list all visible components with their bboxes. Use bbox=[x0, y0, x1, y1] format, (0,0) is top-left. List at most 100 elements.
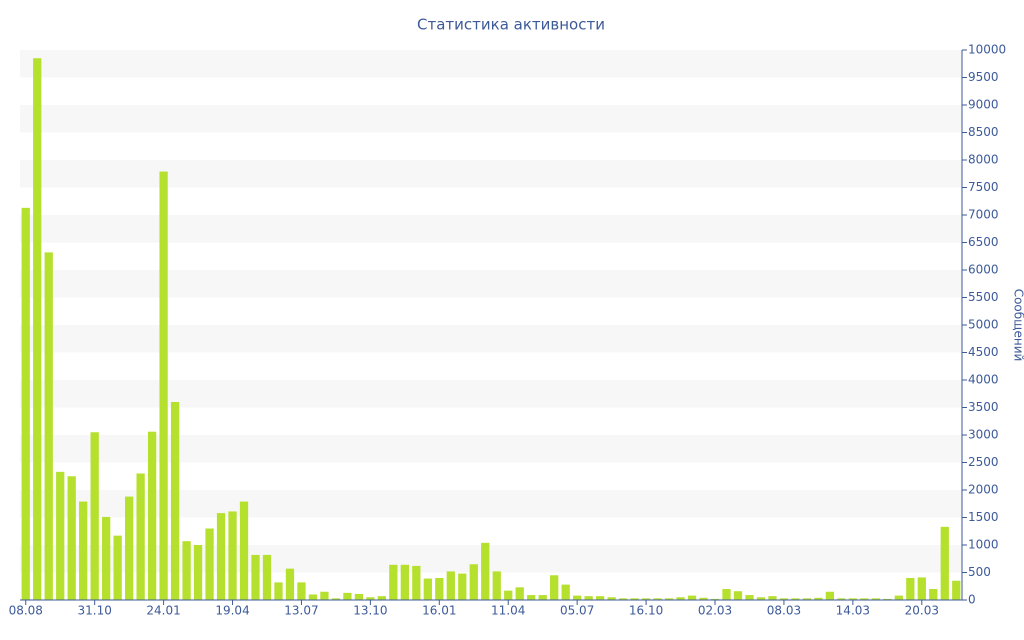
bar bbox=[136, 473, 145, 600]
x-tick-label: 16.10 bbox=[629, 604, 663, 618]
bar bbox=[228, 511, 237, 600]
bar bbox=[331, 598, 341, 600]
y-tick-label: 9500 bbox=[968, 70, 999, 84]
bar bbox=[435, 578, 444, 600]
grid-band bbox=[20, 270, 962, 298]
bar bbox=[791, 598, 800, 600]
x-tick-label: 24.01 bbox=[146, 604, 180, 618]
grid-band bbox=[20, 215, 962, 243]
bar bbox=[653, 598, 662, 600]
y-tick-label: 7500 bbox=[968, 180, 999, 194]
x-tick-label: 05.07 bbox=[560, 604, 594, 618]
bar bbox=[446, 571, 455, 600]
bar bbox=[607, 597, 616, 600]
bar bbox=[251, 554, 260, 600]
bar bbox=[871, 598, 880, 600]
bar bbox=[79, 501, 88, 600]
bar bbox=[343, 592, 352, 600]
bar bbox=[538, 595, 547, 600]
y-tick-label: 500 bbox=[968, 565, 991, 579]
bar bbox=[113, 535, 122, 600]
y-tick-label: 0 bbox=[968, 593, 976, 607]
x-tick-label: 08.03 bbox=[767, 604, 801, 618]
x-tick-label: 31.10 bbox=[77, 604, 111, 618]
bar bbox=[458, 573, 467, 600]
bar bbox=[239, 501, 249, 600]
bar bbox=[630, 598, 639, 600]
bar bbox=[641, 598, 651, 600]
bar bbox=[285, 568, 295, 600]
bar bbox=[825, 591, 835, 600]
bar bbox=[354, 593, 364, 600]
y-axis-label: Сообщений bbox=[1012, 289, 1024, 362]
bar bbox=[481, 542, 490, 600]
bar bbox=[917, 577, 926, 600]
y-tick-label: 2000 bbox=[968, 483, 999, 497]
bar bbox=[940, 526, 949, 600]
bar bbox=[504, 590, 513, 600]
bar bbox=[262, 554, 272, 600]
bar bbox=[147, 431, 157, 600]
bar bbox=[687, 595, 697, 600]
bar bbox=[102, 516, 111, 600]
bar bbox=[515, 587, 524, 600]
bar bbox=[929, 589, 938, 600]
bar bbox=[400, 564, 409, 600]
bar bbox=[595, 596, 605, 600]
y-tick-label: 5500 bbox=[968, 290, 999, 304]
bar bbox=[308, 594, 318, 600]
grid-band bbox=[20, 160, 962, 188]
y-tick-label: 3500 bbox=[968, 400, 999, 414]
bar bbox=[297, 582, 306, 600]
bar bbox=[814, 597, 823, 600]
bar bbox=[906, 578, 915, 600]
bar bbox=[423, 578, 432, 600]
x-tick-label: 16.01 bbox=[422, 604, 456, 618]
x-tick-label: 20.03 bbox=[905, 604, 939, 618]
x-tick-label: 08.08 bbox=[9, 604, 43, 618]
bar bbox=[676, 597, 685, 600]
bar bbox=[779, 598, 789, 600]
bar bbox=[584, 596, 593, 600]
bar bbox=[699, 597, 708, 600]
grid-band bbox=[20, 50, 962, 78]
bar bbox=[33, 58, 42, 600]
y-tick-label: 6500 bbox=[968, 235, 999, 249]
bar bbox=[561, 584, 570, 600]
y-tick-label: 4000 bbox=[968, 373, 999, 387]
bar bbox=[56, 471, 65, 600]
bar bbox=[320, 591, 329, 600]
bar bbox=[952, 580, 961, 600]
y-tick-label: 5000 bbox=[968, 318, 999, 332]
bar bbox=[44, 252, 53, 600]
bar bbox=[182, 541, 191, 600]
bar bbox=[550, 575, 559, 600]
bar bbox=[469, 564, 478, 600]
bar bbox=[205, 528, 214, 600]
bar bbox=[527, 595, 536, 600]
bar bbox=[193, 545, 203, 600]
bar bbox=[618, 598, 628, 600]
y-tick-label: 9000 bbox=[968, 98, 999, 112]
bar bbox=[837, 598, 846, 600]
bar bbox=[21, 207, 30, 600]
bar bbox=[492, 571, 501, 600]
y-tick-label: 6000 bbox=[968, 263, 999, 277]
bar bbox=[802, 598, 812, 600]
bar bbox=[756, 597, 766, 600]
bar bbox=[124, 496, 134, 600]
y-tick-label: 1000 bbox=[968, 538, 999, 552]
bar bbox=[733, 591, 743, 600]
x-tick-label: 13.10 bbox=[353, 604, 387, 618]
bar bbox=[159, 171, 168, 601]
x-tick-label: 13.07 bbox=[284, 604, 318, 618]
bar bbox=[848, 598, 858, 600]
bar bbox=[90, 432, 99, 600]
bar bbox=[860, 598, 869, 600]
bar bbox=[768, 596, 777, 600]
bar bbox=[745, 595, 754, 600]
y-tick-label: 2500 bbox=[968, 455, 999, 469]
bar bbox=[389, 564, 398, 600]
y-tick-label: 8500 bbox=[968, 125, 999, 139]
